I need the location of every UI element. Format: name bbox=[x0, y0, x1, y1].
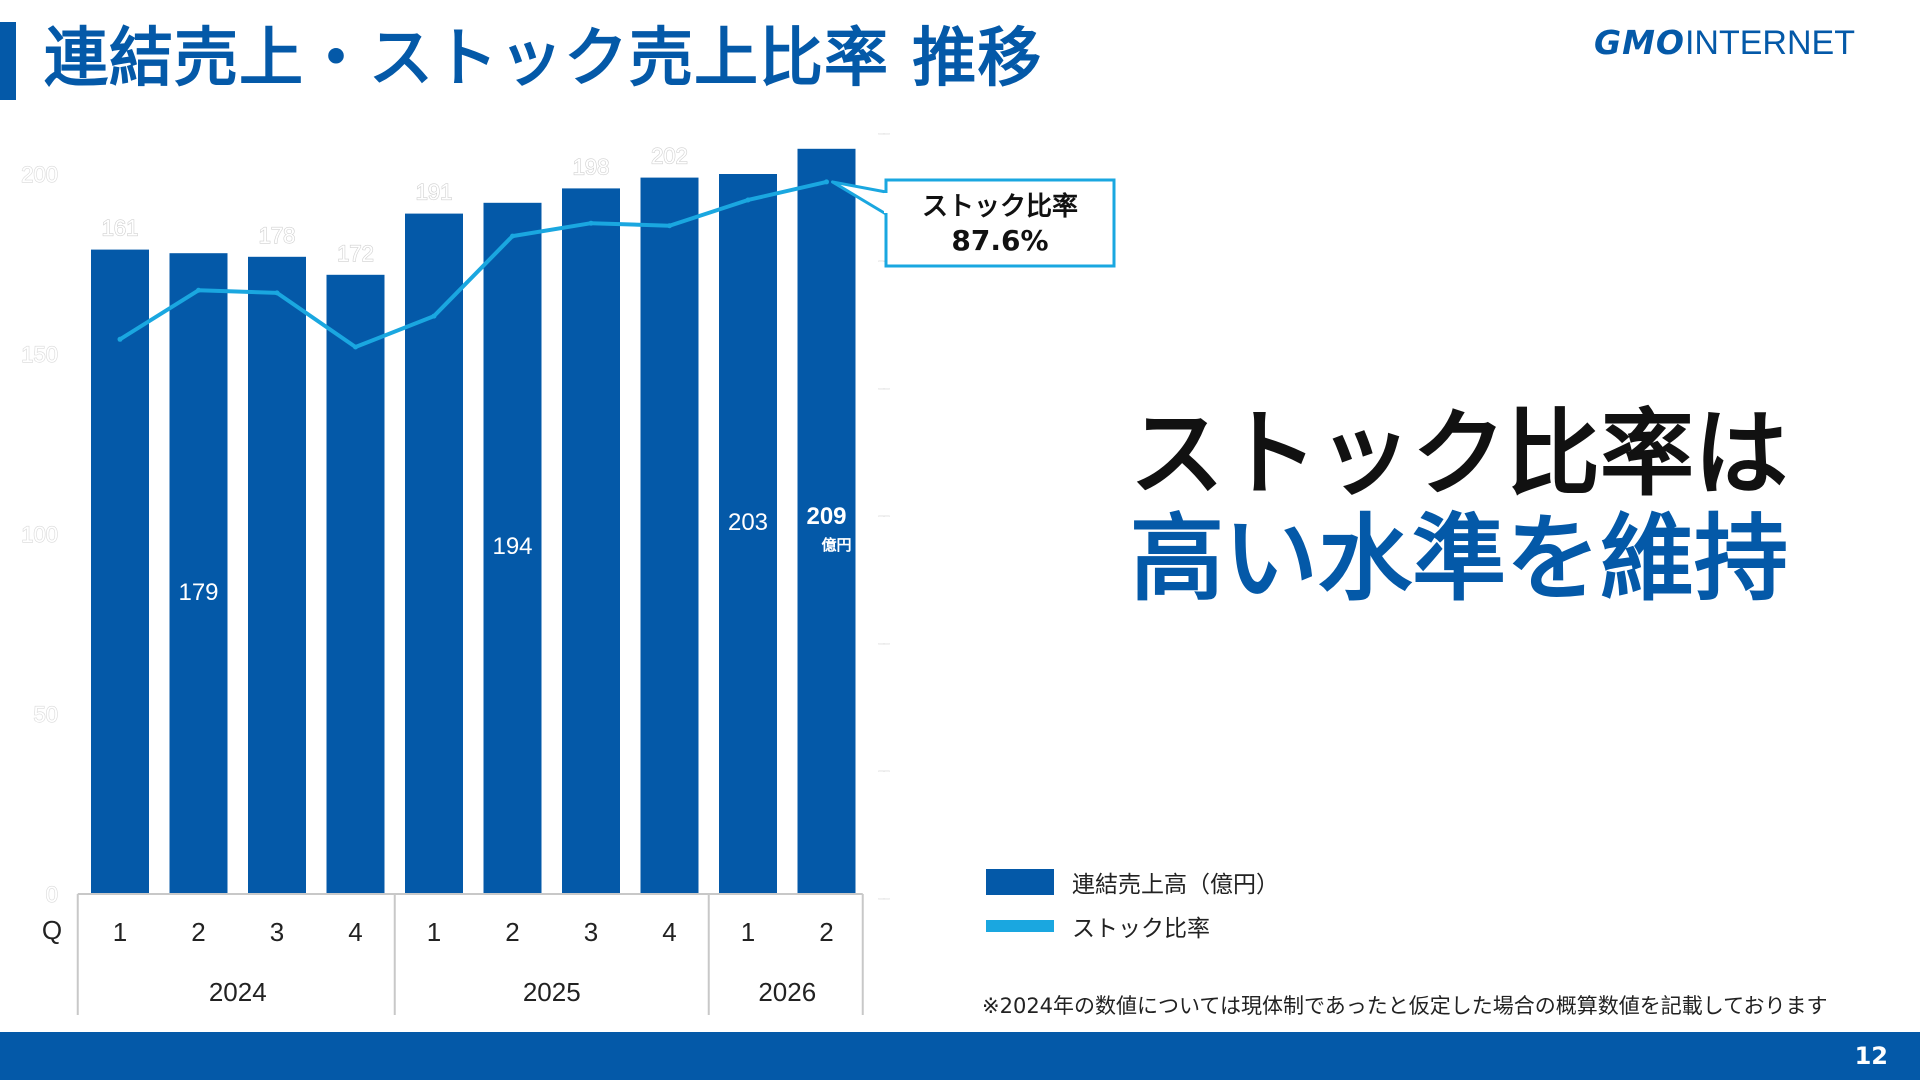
bar-value-label: 179 bbox=[178, 579, 218, 606]
gmo-internet-logo: GMOINTERNET bbox=[1594, 18, 1855, 68]
bar bbox=[562, 188, 620, 894]
line-point bbox=[588, 220, 594, 226]
footnote: ※2024年の数値については現体制であったと仮定した場合の概算数値を記載しており… bbox=[982, 994, 1828, 1018]
legend-label-revenue: 連結売上高（億円） bbox=[1072, 872, 1279, 898]
bar-top-label: 178 bbox=[259, 223, 296, 248]
bar-top-label: 202 bbox=[651, 144, 688, 169]
quarter-tick-label: 3 bbox=[270, 917, 284, 947]
legend-swatch-line bbox=[986, 920, 1054, 932]
bar-value-label: 203 bbox=[728, 509, 768, 536]
bar bbox=[91, 249, 149, 895]
right-axis-tick: ‒‒ bbox=[878, 257, 890, 267]
page-number: 12 bbox=[1854, 1042, 1888, 1070]
bar-top-label: 161 bbox=[102, 216, 139, 241]
stock-ratio-line bbox=[118, 179, 829, 350]
quarter-tick-label: 2 bbox=[505, 917, 519, 947]
year-group-label: 2025 bbox=[523, 977, 581, 1007]
footer-bar: 12 bbox=[0, 1032, 1920, 1080]
legend-swatch-bar bbox=[986, 869, 1054, 895]
quarter-tick-label: 4 bbox=[662, 917, 676, 947]
bar bbox=[719, 174, 777, 894]
bar-value-label: 209 bbox=[806, 503, 846, 530]
line-point bbox=[667, 223, 672, 229]
year-group-label: 2024 bbox=[209, 977, 267, 1007]
quarter-tick-label: 4 bbox=[348, 917, 362, 947]
year-group-label: 2026 bbox=[758, 977, 816, 1007]
quarter-tick-label: 1 bbox=[427, 917, 441, 947]
page-title: 連結売上・ストック売上比率 推移 bbox=[44, 22, 1043, 96]
right-axis-tick: ‒‒ bbox=[878, 894, 890, 904]
right-axis-tick: ‒‒ bbox=[878, 129, 890, 139]
quarter-tick-label: 1 bbox=[741, 917, 755, 947]
bar bbox=[169, 253, 228, 894]
callout-value: 87.6% bbox=[951, 224, 1048, 257]
right-axis-tick: ‒‒ bbox=[878, 512, 890, 522]
callout-label: ストック比率 bbox=[922, 191, 1078, 222]
quarter-tick-label: 2 bbox=[819, 917, 833, 947]
bar-top-label: 198 bbox=[573, 154, 610, 179]
y-tick-label: 200 bbox=[21, 162, 58, 187]
bar-top-label: 172 bbox=[337, 241, 374, 266]
line-point bbox=[196, 287, 201, 293]
legend-item-stock-ratio: ストック比率 bbox=[986, 906, 1279, 946]
bar bbox=[483, 202, 542, 895]
quarter-axis-label: Q bbox=[42, 915, 62, 945]
headline-line-1: ストック比率は bbox=[1130, 400, 1789, 509]
logo-internet-text: INTERNET bbox=[1684, 24, 1855, 62]
bar bbox=[326, 274, 385, 894]
legend-item-revenue: 連結売上高（億円） bbox=[986, 862, 1279, 902]
bar bbox=[797, 148, 856, 895]
right-axis-tick: ‒‒ bbox=[878, 384, 890, 394]
right-axis-tick: ‒‒ bbox=[878, 767, 890, 777]
quarter-tick-label: 1 bbox=[113, 917, 127, 947]
right-axis-tick: ‒‒ bbox=[878, 639, 890, 649]
bar bbox=[640, 177, 699, 895]
logo-gmo-text: GMO bbox=[1594, 23, 1685, 62]
bar bbox=[405, 213, 463, 895]
line-point bbox=[274, 290, 280, 296]
y-tick-label: 150 bbox=[21, 342, 58, 367]
bar-top-label: 191 bbox=[416, 180, 453, 205]
callout-box bbox=[884, 178, 1116, 268]
legend-label-stock-ratio: ストック比率 bbox=[1072, 916, 1210, 942]
chart-legend: 連結売上高（億円） ストック比率 bbox=[986, 862, 1279, 950]
line-point bbox=[431, 313, 437, 319]
y-tick-label: 0 bbox=[46, 882, 58, 907]
title-accent-bar bbox=[0, 22, 16, 100]
y-tick-label: 100 bbox=[21, 522, 58, 547]
bar-unit-label: 億円 bbox=[821, 536, 851, 554]
quarter-tick-label: 2 bbox=[191, 917, 205, 947]
line-point bbox=[745, 197, 751, 203]
line-point bbox=[353, 344, 358, 350]
callout-joint bbox=[884, 193, 889, 213]
bar-value-label: 194 bbox=[492, 533, 532, 560]
quarter-tick-label: 3 bbox=[584, 917, 598, 947]
line-point bbox=[510, 233, 515, 239]
headline-line-2: 高い水準を維持 bbox=[1130, 505, 1789, 614]
bar bbox=[248, 256, 306, 894]
line-point bbox=[117, 336, 123, 342]
y-tick-label: 50 bbox=[34, 702, 58, 727]
line-point bbox=[824, 179, 829, 185]
